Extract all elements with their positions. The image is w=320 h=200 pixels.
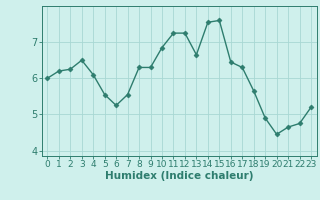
X-axis label: Humidex (Indice chaleur): Humidex (Indice chaleur) [105,171,253,181]
